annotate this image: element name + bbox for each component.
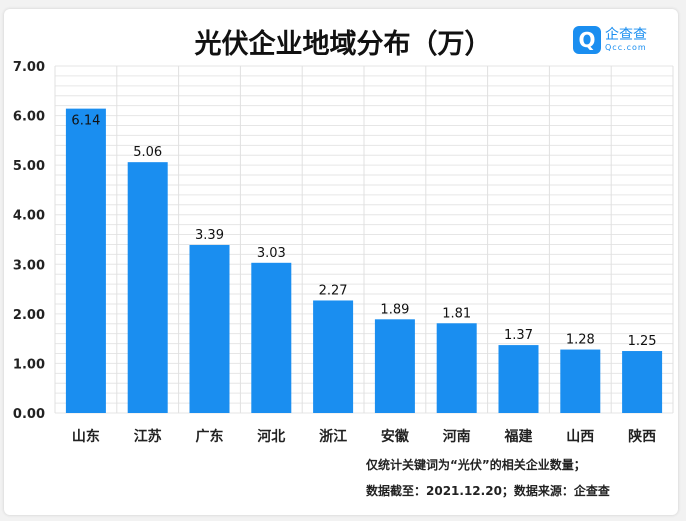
data-label: 1.25 bbox=[628, 334, 657, 349]
data-label: 3.03 bbox=[257, 246, 286, 261]
x-tick-label: 陕西 bbox=[628, 428, 656, 445]
data-label: 3.39 bbox=[195, 228, 224, 243]
y-tick-label: 3.00 bbox=[13, 258, 45, 273]
data-label: 6.14 bbox=[71, 114, 100, 129]
chart-title: 光伏企业地域分布（万） bbox=[194, 29, 492, 60]
y-tick-label: 0.00 bbox=[13, 407, 45, 422]
x-tick-label: 山西 bbox=[566, 429, 594, 445]
data-label: 2.27 bbox=[319, 283, 348, 298]
x-tick-label: 江苏 bbox=[134, 428, 162, 445]
bar bbox=[622, 351, 663, 413]
bar bbox=[560, 349, 601, 413]
footnote-1: 仅统计关键词为“光伏”的相关企业数量； bbox=[366, 458, 586, 472]
bar bbox=[127, 162, 168, 413]
bar bbox=[374, 319, 415, 413]
bar bbox=[65, 108, 106, 413]
data-label: 1.89 bbox=[380, 302, 409, 317]
qcc-logo: Q 企查查 Qcc.com bbox=[573, 26, 647, 54]
x-tick-label: 山东 bbox=[72, 428, 100, 445]
logo-cn: 企查查 bbox=[605, 27, 647, 43]
x-tick-label: 浙江 bbox=[319, 428, 347, 445]
y-tick-label: 7.00 bbox=[13, 60, 45, 75]
bar bbox=[189, 244, 230, 413]
bar bbox=[313, 300, 354, 413]
x-tick-label: 安徽 bbox=[381, 428, 410, 445]
data-label: 1.81 bbox=[442, 306, 471, 321]
qcc-logo-icon: Q bbox=[573, 26, 601, 54]
y-tick-label: 6.00 bbox=[13, 110, 45, 125]
x-tick-label: 福建 bbox=[504, 428, 533, 445]
bar bbox=[436, 323, 477, 413]
y-tick-label: 5.00 bbox=[13, 159, 45, 174]
x-tick-label: 河南 bbox=[443, 428, 471, 445]
data-label: 5.06 bbox=[133, 145, 162, 160]
y-tick-label: 4.00 bbox=[13, 209, 45, 224]
logo-en: Qcc.com bbox=[605, 43, 647, 52]
y-tick-label: 1.00 bbox=[13, 357, 45, 372]
bar bbox=[498, 345, 539, 413]
data-label: 1.37 bbox=[504, 328, 533, 343]
y-tick-label: 2.00 bbox=[13, 308, 45, 323]
x-tick-label: 河北 bbox=[257, 428, 285, 445]
x-tick-label: 广东 bbox=[196, 428, 224, 445]
data-label: 1.28 bbox=[566, 333, 595, 348]
bar bbox=[251, 262, 292, 413]
footnote-2: 数据截至：2021.12.20；数据来源：企查查 bbox=[366, 484, 610, 498]
